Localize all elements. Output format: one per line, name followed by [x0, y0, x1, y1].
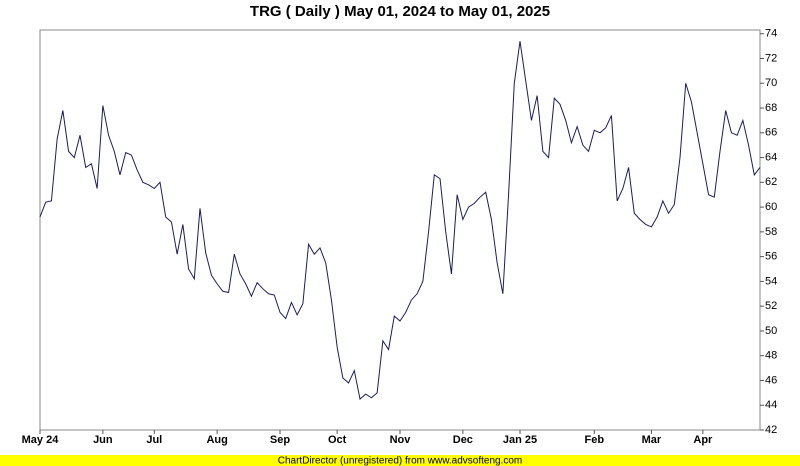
y-tick-label: 64 [765, 151, 777, 163]
x-tick-label: Apr [693, 434, 713, 446]
y-tick-label: 48 [765, 350, 777, 362]
y-tick-label: 50 [765, 325, 777, 337]
x-tick-label: Jan 25 [503, 434, 537, 446]
y-tick-label: 62 [765, 176, 777, 188]
chart-title: TRG ( Daily ) May 01, 2024 to May 01, 20… [250, 3, 550, 20]
x-tick-label: Dec [453, 434, 473, 446]
x-tick-label: Feb [585, 434, 605, 446]
x-tick-label: May 24 [22, 434, 60, 446]
y-tick-label: 44 [765, 399, 777, 411]
footer: ChartDirector (unregistered) from www.ad… [278, 456, 523, 466]
x-tick-label: Sep [270, 434, 290, 446]
y-tick-label: 70 [765, 77, 777, 89]
y-tick-label: 68 [765, 102, 777, 114]
x-tick-label: Oct [328, 434, 347, 446]
x-tick-label: Nov [390, 434, 412, 446]
y-tick-label: 60 [765, 201, 777, 213]
price-line [39, 41, 761, 400]
footer-bar [0, 455, 800, 466]
x-tick-label: Mar [642, 434, 662, 446]
x-tick-label: Jun [93, 434, 113, 446]
y-tick-label: 42 [765, 424, 777, 436]
y-tick-label: 74 [765, 28, 777, 40]
y-tick-label: 72 [765, 52, 777, 64]
x-tick-label: Aug [206, 434, 227, 446]
y-tick-label: 54 [765, 275, 777, 287]
y-tick-label: 52 [765, 300, 777, 312]
y-tick-label: 66 [765, 127, 777, 139]
y-tick-label: 58 [765, 226, 777, 238]
plot-area [39, 29, 761, 431]
x-tick-label: Jul [146, 434, 162, 446]
y-tick-label: 46 [765, 374, 777, 386]
y-tick-label: 56 [765, 251, 777, 263]
